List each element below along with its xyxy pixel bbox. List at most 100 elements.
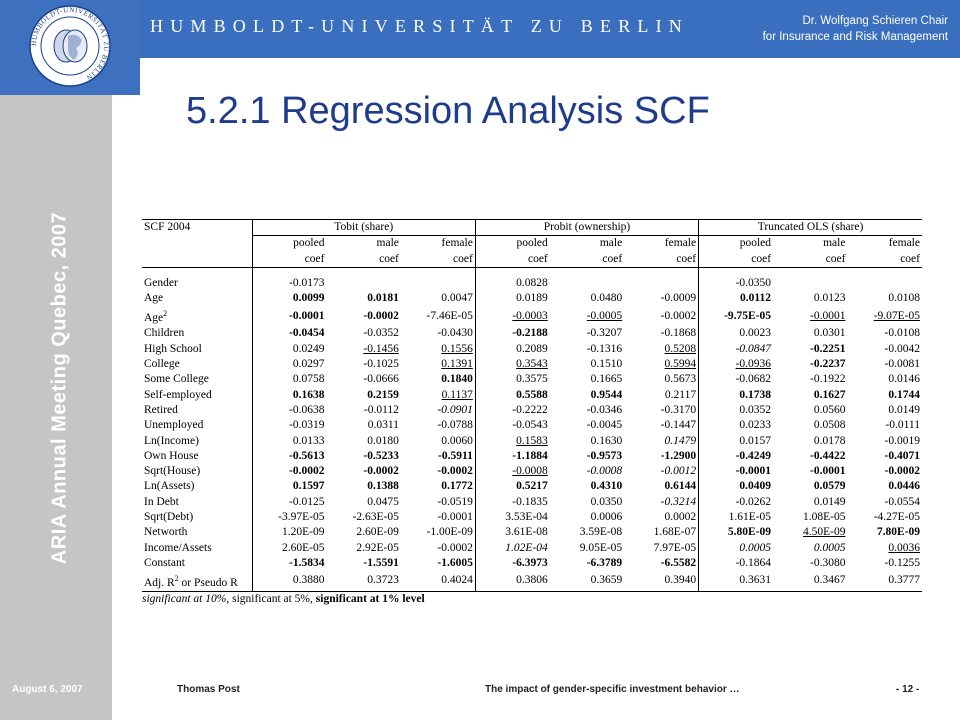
row-label: Constant <box>144 556 185 569</box>
table-cell: 0.5588 <box>474 387 550 403</box>
row-label: Gender <box>144 277 178 290</box>
table-cell: 0.5208 <box>664 342 697 355</box>
table-cell: -0.3207 <box>586 327 623 340</box>
table-row: Ln(Assets) 0.1597 0.1388 0.1772 0.5217 0.4310… <box>142 479 922 495</box>
table-cell: 0.0005 <box>698 540 774 556</box>
table-cell: 0.3659 <box>549 571 625 592</box>
table-cell: -0.0519 <box>437 495 473 508</box>
table-cell: 0.1772 <box>441 480 473 493</box>
table-row: Some College 0.0758 -0.0666 0.1840 0.3575 0.1… <box>142 372 922 388</box>
header-bar <box>0 0 960 58</box>
table-cell: 0.0181 <box>367 292 399 305</box>
table-cell: -1.6005 <box>437 556 473 569</box>
table-cell: 0.3940 <box>624 571 699 592</box>
table-cell: 0.0108 <box>888 292 920 305</box>
table-cell: -0.0936 <box>698 356 774 373</box>
table-cell: -0.0002 <box>437 465 473 478</box>
table-cell: -0.0112 <box>363 403 399 416</box>
university-name: HUMBOLDT-UNIVERSITÄT ZU BERLIN <box>150 16 689 36</box>
chair-line-1: Dr. Wolfgang Schieren Chair <box>802 15 948 27</box>
table-cell: 0.0579 <box>813 480 846 493</box>
table-cell: -0.0008 <box>586 465 623 478</box>
table-cell: 0.0099 <box>251 291 327 307</box>
footer-author: Thomas Post <box>177 684 240 695</box>
row-label: Networth <box>144 526 188 539</box>
table-row: High School 0.0249 -0.1456 0.1556 0.2089 -0.1… <box>142 341 922 357</box>
table-corner-label: SCF 2004 <box>142 218 253 236</box>
table-row: Adj. R2 or Pseudo R 0.3880 0.3723 0.4024 0.3… <box>142 571 922 592</box>
table-cell: -0.0001 <box>810 465 846 478</box>
table-cell: 0.1583 <box>474 433 550 449</box>
table-cell: 0.0409 <box>698 479 774 495</box>
table-cell: 0.0297 <box>251 356 327 373</box>
table-cell: 0.0352 <box>698 402 774 419</box>
table-cell: -0.0005 <box>586 309 623 322</box>
table-cell: -0.0350 <box>698 275 774 292</box>
chair-line-2: for Insurance and Risk Management <box>762 31 948 43</box>
table-cell: 0.0178 <box>813 434 846 447</box>
table-cell: -7.46E-05 <box>426 309 473 322</box>
coef-header-6: coef <box>698 251 774 268</box>
table-cell: 2.60E-09 <box>356 526 399 539</box>
table-cell: -0.0001 <box>437 511 473 524</box>
table-row: Sqrt(House) -0.0002 -0.0002 -0.0002 -0.0008-… <box>142 463 922 480</box>
table-row: Own House -0.5613 -0.5233 -0.5911 -1.1884 -0.… <box>142 448 922 464</box>
table-cell: -1.5591 <box>363 556 399 569</box>
table-cell: 1.61E-05 <box>698 509 774 526</box>
table-cell: 0.0560 <box>813 403 846 416</box>
table-cell: -0.0901 <box>437 403 473 416</box>
table-cell: 0.0149 <box>888 403 920 416</box>
table-cell: 0.0146 <box>888 373 920 386</box>
table-cell: -6.3789 <box>586 556 623 569</box>
table-cell: -0.0003 <box>474 306 550 327</box>
table-cell: 0.1556 <box>441 342 473 355</box>
table-cell: -1.5834 <box>251 555 327 572</box>
table-cell: 1.08E-05 <box>802 511 846 524</box>
column-header-6: pooled <box>698 235 774 252</box>
table-cell: -0.1255 <box>884 556 920 569</box>
table-cell: -0.0002 <box>437 541 473 554</box>
group-header-truncated-ols: Truncated OLS (share) <box>698 218 922 237</box>
table-cell: -0.1316 <box>586 342 623 355</box>
table-cell <box>550 276 624 291</box>
coef-header-7: coef <box>773 251 848 268</box>
table-cell: -0.9573 <box>586 449 623 462</box>
group-header-tobit: Tobit (share) <box>251 218 476 237</box>
table-row: Age 0.0099 0.0181 0.0047 0.0189 0.0480 -0.0009… <box>142 291 922 307</box>
table-cell: -6.3973 <box>474 555 550 572</box>
table-cell: 0.3723 <box>326 571 401 592</box>
table-cell: 0.1665 <box>590 373 623 386</box>
row-label: Ln(Income) <box>144 434 199 447</box>
table-cell: 0.2159 <box>367 388 399 401</box>
conference-label: ARIA Annual Meeting Quebec, 2007 <box>48 211 71 565</box>
table-row: In Debt -0.0125 0.0475 -0.0519 -0.1835 0.0350… <box>142 494 922 510</box>
table-cell: 0.3880 <box>251 571 327 592</box>
table-cell: -0.0009 <box>660 292 697 305</box>
table-cell: -3.97E-05 <box>251 509 327 526</box>
row-label: Age2 <box>144 309 168 325</box>
table-cell: -0.1447 <box>660 419 697 432</box>
table-cell: 7.97E-05 <box>653 541 697 554</box>
table-cell: 0.3467 <box>773 571 848 592</box>
column-header-1: male <box>376 237 399 250</box>
table-cell: 4.50E-09 <box>802 526 846 539</box>
table-cell: 0.0112 <box>698 291 774 307</box>
regression-table: SCF 2004 Tobit (share) Probit (ownership… <box>142 218 922 592</box>
table-cell: 0.0508 <box>813 419 846 432</box>
table-cell: 0.2117 <box>664 388 697 401</box>
table-cell: -0.1864 <box>698 555 774 572</box>
row-label: In Debt <box>144 495 179 508</box>
table-cell <box>847 276 922 291</box>
table-cell: -0.0346 <box>586 403 623 416</box>
column-header-7: male <box>823 237 846 250</box>
table-cell: 0.3543 <box>474 356 550 373</box>
chair-info: Dr. Wolfgang Schieren Chair for Insuranc… <box>763 13 948 45</box>
table-cell: 0.1630 <box>590 434 623 447</box>
table-cell: 0.0475 <box>367 495 399 508</box>
table-row: Gender -0.0173 0.0828 -0.0350 <box>142 275 922 292</box>
table-cell: 5.80E-09 <box>698 525 774 541</box>
table-cell: 0.0828 <box>474 275 550 292</box>
column-header-5: female <box>664 237 697 250</box>
table-cell: 0.0047 <box>441 292 473 305</box>
table-cell: -0.0352 <box>363 327 399 340</box>
